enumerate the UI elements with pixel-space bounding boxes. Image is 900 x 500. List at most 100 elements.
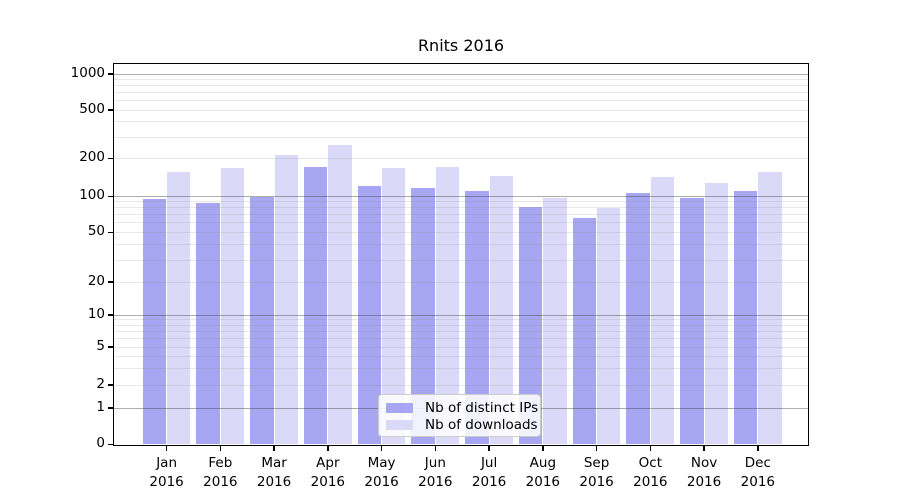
x-tick-label-month: Jun [424, 455, 446, 471]
x-tick-label-year: 2016 [525, 473, 561, 490]
x-tick-label: Aug 2016 [498, 454, 588, 491]
legend-item-downloads: Nb of downloads [379, 416, 540, 433]
x-tick-label-month: Apr [316, 455, 340, 471]
bar-downloads [274, 154, 298, 445]
x-tick-label: Mar 2016 [229, 454, 319, 491]
gridline-minor [113, 85, 809, 87]
y-tick-label: 5 [96, 337, 105, 354]
bar-distinct-ips [142, 198, 167, 445]
y-tick-mark [108, 73, 113, 75]
x-tick-label-month: Jan [156, 455, 177, 471]
y-tick-mark [108, 314, 113, 316]
y-tick-mark [108, 157, 113, 160]
x-tick-label-year: 2016 [256, 473, 292, 490]
x-tick-label-month: Jul [480, 455, 498, 471]
bar-downloads [328, 144, 352, 445]
y-tick-mark [108, 109, 113, 111]
gridline-minor [113, 207, 809, 209]
y-tick-mark [108, 281, 113, 283]
x-tick-mark [165, 446, 168, 451]
gridline-major [113, 195, 809, 197]
bar-distinct-ips [411, 188, 435, 445]
x-tick-label-month: Feb [208, 455, 233, 471]
gridline-minor [113, 92, 809, 94]
y-tick-label: 10 [87, 305, 105, 322]
x-tick-label-year: 2016 [686, 473, 722, 490]
x-tick-label: Oct 2016 [605, 454, 695, 491]
x-tick-label: Jun 2016 [390, 454, 480, 491]
bar-downloads [543, 198, 567, 445]
gridline-minor [113, 232, 809, 233]
x-tick-label-month: Dec [744, 455, 771, 471]
gridline-minor [113, 78, 809, 80]
y-tick-label: 500 [79, 100, 105, 117]
gridline-minor [113, 136, 809, 138]
bar-downloads [489, 176, 513, 445]
x-tick-label-year: 2016 [471, 473, 507, 490]
chart-title: Rnits 2016 [417, 36, 505, 55]
gridline-minor [113, 214, 809, 216]
x-tick-label: May 2016 [337, 454, 427, 491]
gridline-minor [113, 201, 809, 203]
bar-downloads [704, 183, 728, 445]
x-tick-label-year: 2016 [633, 473, 668, 490]
y-tick-label: 100 [79, 186, 105, 203]
y-tick-label: 1000 [70, 64, 105, 81]
bar-distinct-ips [357, 185, 382, 445]
y-tick-mark [108, 346, 113, 348]
legend: Nb of distinct IPs Nb of downloads [378, 394, 541, 437]
y-tick-mark [108, 195, 113, 197]
legend-label-downloads: Nb of downloads [425, 416, 538, 433]
gridline-minor [113, 330, 809, 332]
x-tick-label-year: 2016 [740, 473, 776, 490]
gridline-major [113, 314, 809, 316]
bar-distinct-ips [518, 206, 543, 445]
legend-swatch-downloads [386, 419, 413, 430]
x-tick-mark [380, 446, 383, 451]
bar-distinct-ips [572, 218, 597, 445]
x-tick-mark [488, 446, 490, 451]
x-tick-label-month: Oct [638, 455, 663, 471]
plot-area [113, 63, 809, 446]
x-tick-mark [434, 446, 437, 451]
y-tick-label: 200 [79, 149, 105, 165]
x-tick-label-month: Nov [690, 455, 718, 471]
y-tick-mark [108, 407, 113, 409]
bar-downloads [167, 171, 191, 445]
x-tick-label-year: 2016 [149, 473, 184, 490]
x-tick-mark [649, 446, 652, 451]
x-tick-label-year: 2016 [364, 473, 399, 490]
bar-downloads [220, 168, 245, 445]
x-tick-label-month: May [367, 455, 396, 471]
x-tick-mark [219, 446, 222, 451]
y-tick-label: 2 [96, 375, 105, 392]
y-tick-label: 20 [87, 272, 105, 289]
bar-distinct-ips [680, 197, 704, 445]
gridline-major [113, 73, 809, 75]
x-tick-mark [757, 446, 759, 451]
bar-distinct-ips [250, 197, 274, 445]
x-tick-mark [542, 446, 544, 451]
x-tick-mark [595, 446, 598, 451]
gridline-minor [113, 158, 809, 159]
y-tick-mark [108, 231, 113, 234]
y-tick-mark [108, 443, 113, 446]
x-tick-label-year: 2016 [418, 473, 453, 490]
y-tick-label: 50 [87, 223, 105, 239]
gridline-minor [113, 319, 809, 321]
gridline-minor [113, 244, 809, 246]
x-tick-mark [273, 446, 275, 451]
x-tick-label-year: 2016 [310, 473, 346, 490]
gridline-minor [113, 367, 809, 369]
x-tick-label: Dec 2016 [713, 454, 803, 491]
x-tick-label: Jul 2016 [444, 454, 534, 491]
x-tick-label: Feb 2016 [175, 454, 265, 491]
x-tick-label-month: Mar [261, 455, 287, 471]
legend-item-distinct-ips: Nb of distinct IPs [379, 399, 540, 416]
bar-downloads [382, 168, 406, 445]
bar-downloads [435, 166, 460, 445]
gridline-minor [113, 281, 809, 283]
x-tick-label-year: 2016 [579, 473, 614, 490]
gridline-minor [113, 338, 809, 340]
x-tick-label: Jan 2016 [122, 454, 212, 491]
